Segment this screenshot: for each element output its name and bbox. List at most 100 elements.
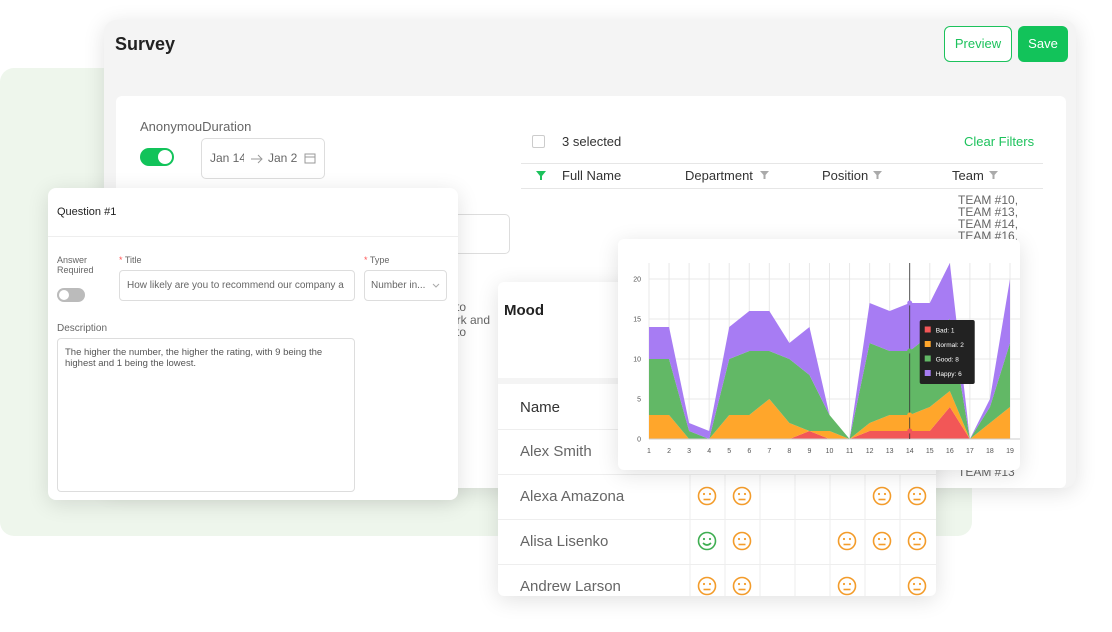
anonymous-toggle[interactable] [140,148,174,166]
calendar-icon [304,153,316,164]
tooltip-swatch [924,326,931,333]
x-tick-label: 3 [687,448,691,455]
tooltip-line: Happy: 6 [936,371,962,378]
input-value: How likely are you to recommend our comp… [127,280,344,291]
hover-dot [907,412,913,418]
employee-name: Alisa Lisenko [520,533,609,550]
question-card: Question #1 Answer Required * Title How … [48,188,458,500]
date-start: Jan 14 [210,151,244,165]
employee-name: Andrew Larson [520,578,621,595]
divider [521,163,1043,164]
x-tick-label: 7 [767,448,771,455]
area [649,391,1010,439]
chart-card: 0 5 10 15 20 1 2 3 4 5 6 7 8 9 10 11 12 13 14 15 16 17 18 19 Bad… [618,239,1020,470]
chevron-icon [432,283,440,288]
tooltip-line: Normal: 2 [936,342,965,349]
tooltip: Bad: 1 Normal: 2 Good: 8 Happy: 6 [919,320,975,384]
fragment: to [456,300,467,314]
preview-button[interactable]: Preview [944,26,1012,62]
tooltip-swatch [924,355,931,362]
tooltip-line: Bad: 1 [936,327,955,334]
x-tick-label: 15 [926,448,934,455]
hover-dot [907,348,913,354]
fragment: to [456,325,467,339]
row-line [498,474,936,475]
description-label: Description [57,323,108,334]
tooltip-swatch [924,341,931,347]
title-label: * Title [119,255,142,265]
area [649,263,1010,439]
y-tick-label: 5 [637,397,641,404]
column-header[interactable]: Full Name [562,168,622,183]
filter-icon[interactable] [989,171,998,179]
employee-name: Alexa Amazona [520,488,625,505]
x-tick-label: 19 [1006,448,1014,455]
x-tick-label: 10 [826,448,834,455]
x-tick-label: 1 [647,448,651,455]
x-tick-label: 14 [906,448,914,455]
tooltip-swatch [924,370,931,376]
column-header[interactable]: Position [822,168,869,183]
row-line [498,564,936,565]
selected-count: 3 selected [562,134,622,149]
arrow-icon [251,154,263,164]
column-header[interactable]: Team [952,168,984,183]
filter-icon[interactable] [536,171,546,180]
required-mark: * [119,255,123,265]
x-tick-label: 16 [946,448,954,455]
y-tick-label: 0 [637,437,641,444]
mood-title: Mood [504,302,544,319]
divider [48,236,458,237]
checkbox[interactable] [532,135,545,148]
question-title: Question #1 [57,206,117,218]
required-toggle[interactable] [57,288,85,302]
y-tick-label: 15 [633,317,641,324]
x-tick-label: 5 [727,448,731,455]
tooltip-line: Good: 8 [936,356,960,363]
row-line [498,519,936,520]
x-tick-label: 11 [846,448,853,455]
x-tick-label: 4 [707,448,711,455]
label: Title [124,255,142,265]
x-tick-label: 2 [667,448,671,455]
title-input[interactable]: How likely are you to recommend our comp… [119,270,355,301]
x-tick-label: 13 [886,448,894,455]
filter-icon[interactable] [760,171,769,179]
divider [521,188,1043,189]
x-tick-label: 18 [986,448,994,455]
team: TEAM #14, [958,217,1019,231]
clear-filters[interactable]: Clear Filters [964,134,1035,149]
type-label: * Type [364,255,389,265]
date-range[interactable]: Jan 14 Jan 2 [201,138,325,179]
team: TEAM #10, [958,193,1019,207]
select-value: Number in... [371,280,426,291]
x-tick-label: 6 [747,448,751,455]
type-select[interactable]: Number in... [364,270,447,301]
hover-dot [907,300,913,306]
name-header: Name [520,399,561,416]
tooltip-box [919,320,975,384]
team: TEAM #13, [958,205,1019,219]
anonymous-label: Anonymou [140,119,203,134]
filter-icon[interactable] [873,171,882,179]
description-textarea[interactable]: The higher the number, the higher the ra… [57,338,355,492]
required-mark: * [364,255,368,265]
hover-dot [907,428,913,434]
y-tick-label: 20 [633,277,641,284]
textarea-value: The higher the number, the higher the ra… [65,347,323,369]
y-tick-label: 10 [633,357,641,364]
mood-grid [689,474,927,596]
duration-label: Duration [202,119,252,134]
x-tick-label: 17 [966,448,974,455]
x-tick-label: 8 [787,448,791,455]
fragment: ork and [450,313,491,327]
column-header[interactable]: Department [685,168,753,183]
date-end: Jan 2 [268,151,298,165]
x-tick-label: 12 [866,448,874,455]
save-button[interactable]: Save [1018,26,1068,62]
survey-title: Survey [115,34,176,54]
team-cell: TEAM #10, TEAM #13, TEAM #14, TEAM #16, [958,194,1018,242]
field-labels: AnonymouDuration [140,119,251,134]
